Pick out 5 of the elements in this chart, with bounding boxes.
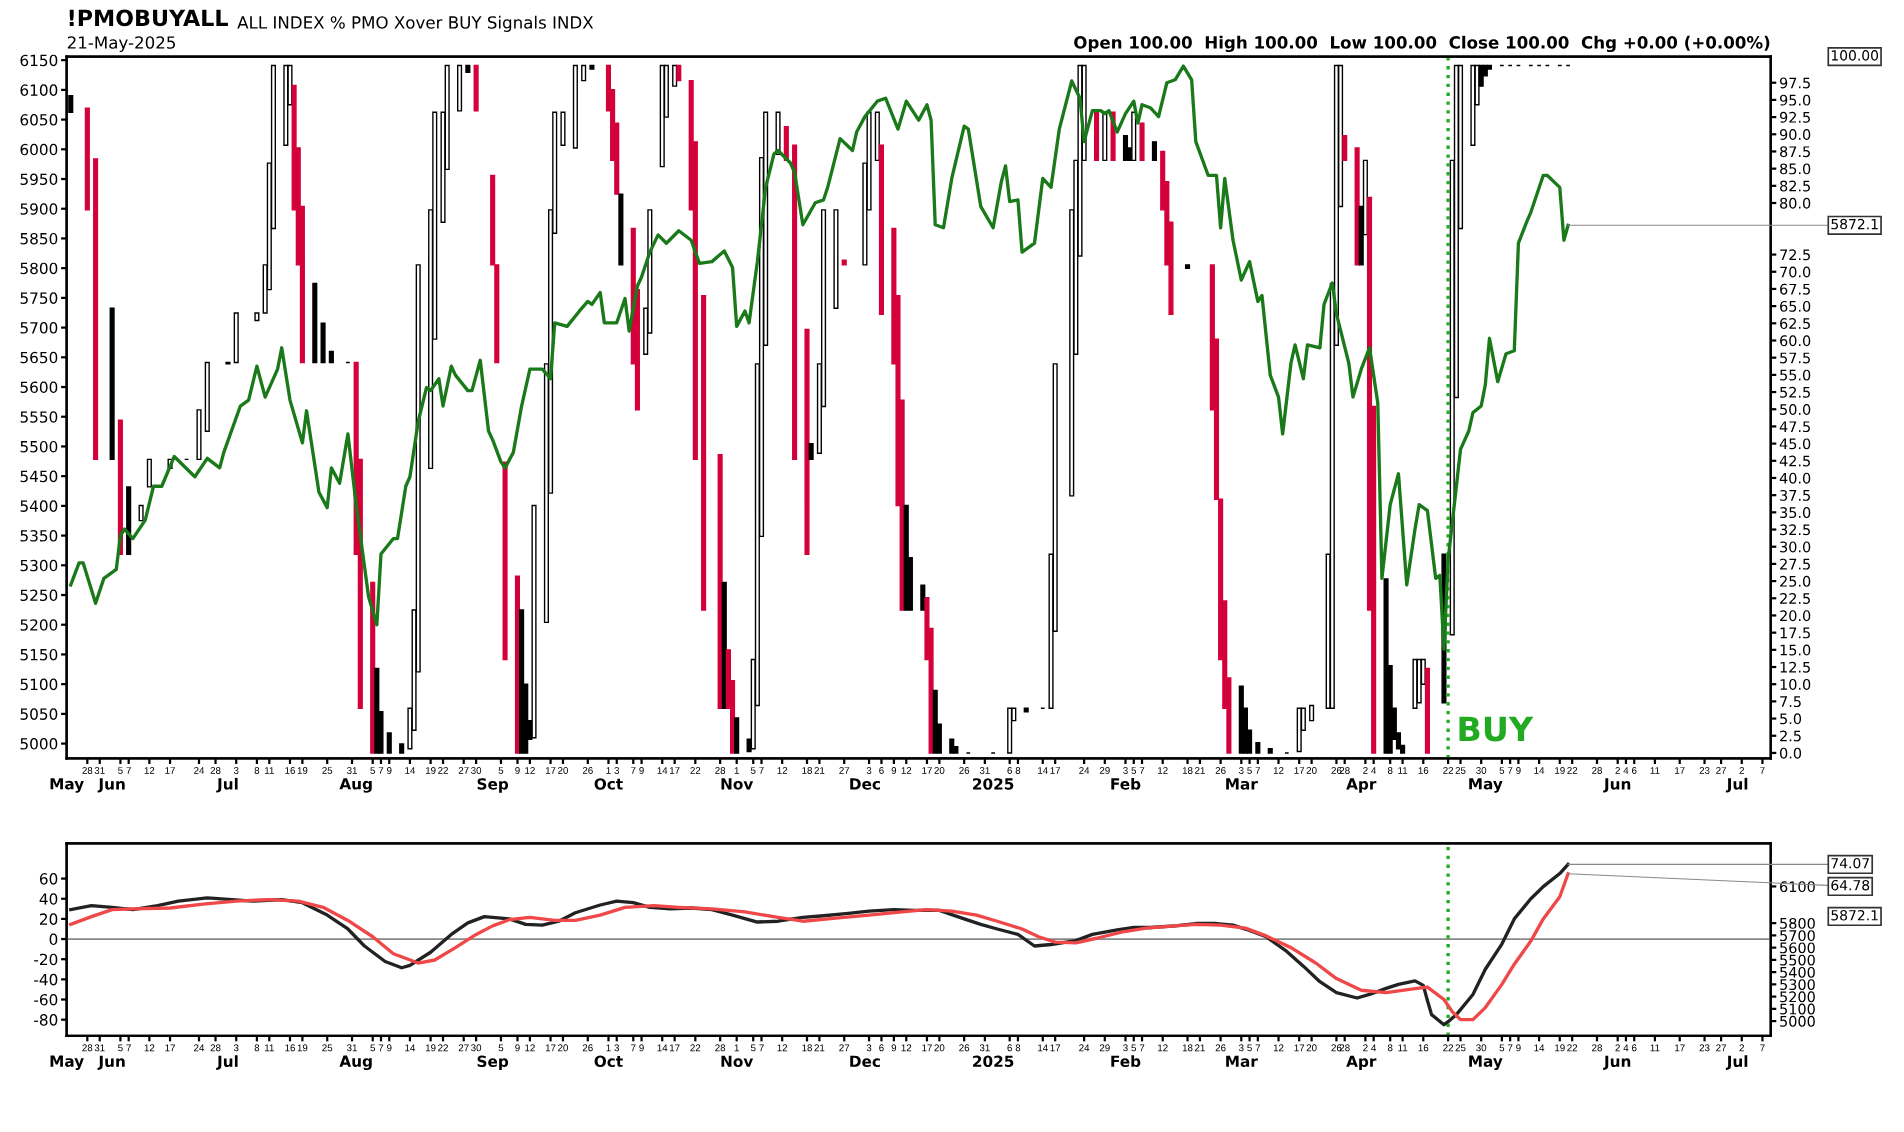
chart-subtitle: ALL INDEX % PMO Xover BUY Signals INDX xyxy=(237,15,594,32)
ref-line-label: BUY xyxy=(1459,716,1534,742)
text: Open 100.00 High 100.00 Low 100.00 Close 100.00 Chg +0.00 (+0.00%) xyxy=(1074,35,1770,53)
text: 21-May-2025 xyxy=(67,36,175,53)
chart-title: !PMOBUYALL xyxy=(69,9,228,27)
